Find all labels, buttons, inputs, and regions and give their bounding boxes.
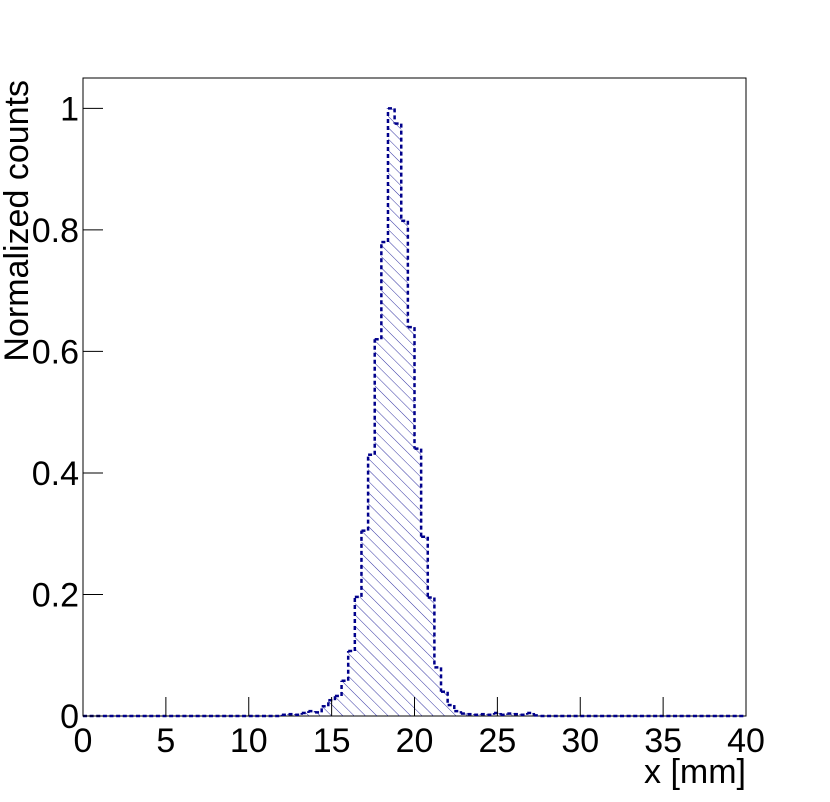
bar [454, 711, 461, 716]
bar [387, 108, 395, 716]
x-tick-label: 40 [727, 722, 765, 760]
bar [374, 339, 382, 716]
bar [527, 712, 534, 716]
bar [447, 705, 455, 716]
bar [315, 712, 322, 716]
x-tick-label: 20 [396, 722, 434, 760]
y-tick-label: 0 [60, 698, 79, 736]
x-tick-label: 15 [313, 722, 351, 760]
bar [381, 242, 388, 717]
y-tick-label: 1 [60, 90, 79, 128]
y-axis-label: Normalized counts [0, 80, 36, 362]
bar [334, 695, 342, 716]
bar [301, 712, 309, 716]
x-tick-label: 5 [156, 722, 175, 760]
x-tick-label: 10 [230, 722, 268, 760]
bar [421, 536, 428, 716]
bar [434, 667, 442, 716]
y-tick-label: 0.4 [32, 455, 79, 493]
bar [361, 530, 369, 716]
bar [341, 680, 349, 716]
bar [354, 596, 362, 716]
x-tick-label: 0 [74, 722, 93, 760]
x-axis-label: x [mm] [644, 753, 746, 791]
bar [308, 711, 316, 716]
bar [368, 454, 375, 716]
y-tick-label: 0.6 [32, 333, 79, 371]
bar [348, 650, 355, 716]
bar [407, 327, 415, 716]
bar [394, 123, 402, 717]
x-tick-label: 30 [561, 722, 599, 760]
bar [321, 706, 329, 716]
bar [441, 691, 448, 716]
y-tick-label: 0.8 [32, 212, 79, 250]
bar [414, 448, 422, 716]
x-tick-label: 35 [644, 722, 682, 760]
bar [427, 597, 435, 716]
y-tick-label: 0.2 [32, 576, 79, 614]
bar [401, 220, 408, 717]
x-tick-label: 25 [478, 722, 516, 760]
